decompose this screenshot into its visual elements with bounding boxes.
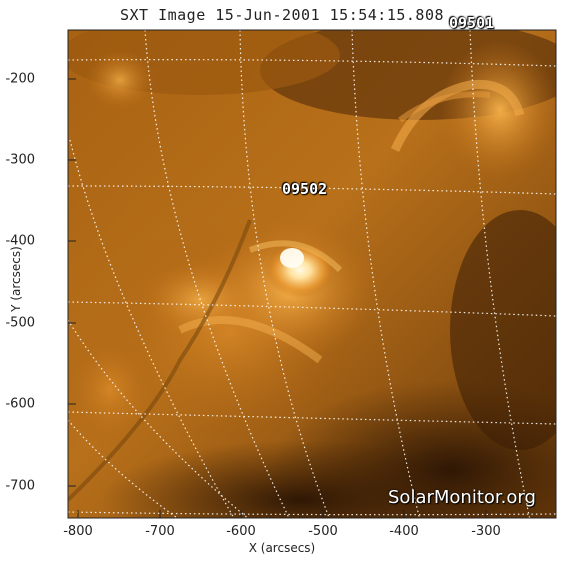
x-tick-label: -300 [471, 524, 501, 539]
grid-line [351, 30, 421, 518]
x-tick-label: -500 [308, 524, 338, 539]
heliographic-grid [68, 30, 556, 518]
grid-line [69, 139, 235, 518]
figure-title: SXT Image 15-Jun-2001 15:54:15.808 [119, 6, 445, 24]
watermark: SolarMonitor.org [388, 487, 536, 508]
sxt-image [68, 30, 556, 518]
region-label-09502: 09502 [282, 180, 328, 198]
y-tick-label: -300 [5, 152, 35, 168]
grid-line [469, 30, 531, 518]
y-tick-label: -400 [5, 233, 35, 249]
grid-line [144, 30, 290, 518]
y-tick-label: -500 [5, 315, 35, 331]
y-tick-label: -600 [5, 396, 35, 412]
plot-frame [67, 29, 557, 519]
grid-line [68, 301, 556, 317]
x-tick-label: -600 [226, 524, 256, 539]
grid-line [239, 30, 330, 518]
x-tick-label: -800 [63, 524, 93, 539]
grid-line [68, 319, 249, 518]
y-tick-label: -200 [5, 71, 35, 87]
grid-line [68, 419, 179, 518]
x-tick-label: -700 [145, 524, 175, 539]
region-label-09501: 09501 [449, 14, 495, 32]
x-tick-label: -400 [389, 524, 419, 539]
y-tick-label: -700 [5, 478, 35, 494]
x-axis-label: X (arcsecs) [248, 541, 316, 555]
